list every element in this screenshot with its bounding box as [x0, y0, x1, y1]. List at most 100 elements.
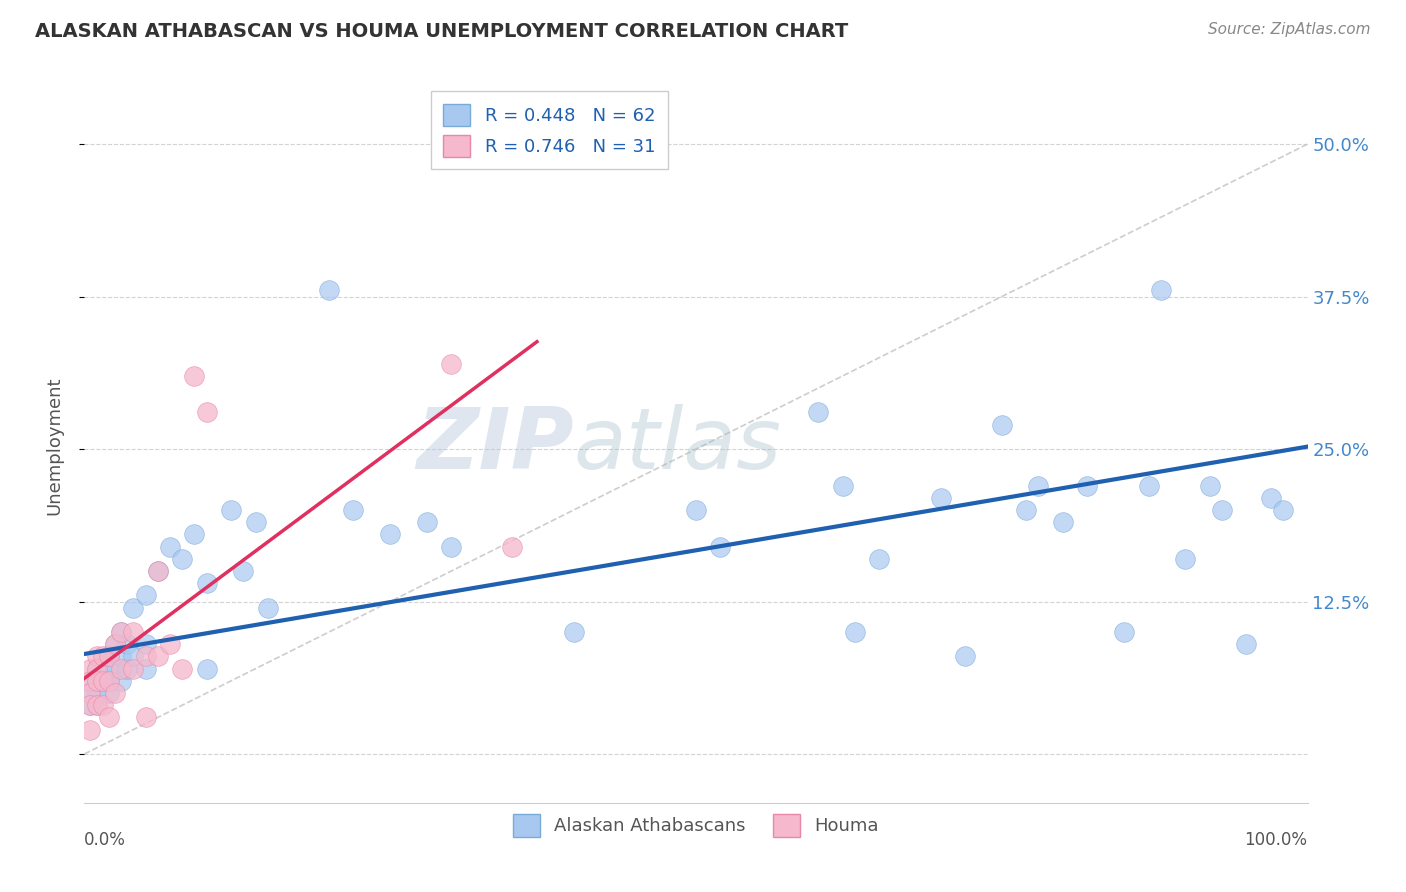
Point	[91, 649, 114, 664]
Text: Source: ZipAtlas.com: Source: ZipAtlas.com	[1208, 22, 1371, 37]
Point	[79, 686, 101, 700]
Legend: Alaskan Athabascans, Houma: Alaskan Athabascans, Houma	[506, 807, 886, 844]
Text: 100.0%: 100.0%	[1244, 831, 1308, 849]
Point	[1236, 637, 1258, 651]
Point	[232, 564, 254, 578]
Point	[172, 551, 194, 566]
Point	[685, 503, 707, 517]
Point	[135, 649, 157, 664]
Point	[538, 125, 561, 139]
Point	[146, 649, 169, 664]
Point	[97, 649, 120, 664]
Point	[86, 673, 108, 688]
Point	[183, 527, 205, 541]
Point	[342, 503, 364, 517]
Point	[1198, 478, 1220, 492]
Point	[110, 649, 132, 664]
Point	[86, 662, 108, 676]
Point	[183, 368, 205, 383]
Point	[122, 625, 145, 640]
Point	[135, 710, 157, 724]
Point	[245, 515, 267, 529]
Point	[1015, 503, 1038, 517]
Point	[122, 662, 145, 676]
Point	[79, 662, 101, 676]
Point	[1260, 491, 1282, 505]
Point	[97, 662, 120, 676]
Point	[991, 417, 1014, 432]
Point	[502, 540, 524, 554]
Point	[844, 625, 866, 640]
Point	[79, 698, 101, 713]
Point	[929, 491, 952, 505]
Point	[195, 576, 218, 591]
Point	[115, 662, 138, 676]
Text: atlas: atlas	[574, 404, 782, 488]
Point	[86, 673, 108, 688]
Point	[104, 686, 127, 700]
Point	[440, 540, 463, 554]
Point	[104, 637, 127, 651]
Point	[195, 662, 218, 676]
Point	[122, 600, 145, 615]
Point	[79, 686, 101, 700]
Text: ZIP: ZIP	[416, 404, 574, 488]
Point	[1150, 284, 1173, 298]
Point	[110, 625, 132, 640]
Text: 0.0%: 0.0%	[84, 831, 127, 849]
Point	[115, 637, 138, 651]
Point	[159, 540, 181, 554]
Point	[79, 673, 101, 688]
Point	[79, 698, 101, 713]
Point	[79, 723, 101, 737]
Point	[807, 405, 830, 419]
Point	[1028, 478, 1050, 492]
Point	[1052, 515, 1074, 529]
Point	[562, 625, 585, 640]
Point	[1114, 625, 1136, 640]
Point	[104, 662, 127, 676]
Point	[97, 673, 120, 688]
Point	[135, 589, 157, 603]
Point	[219, 503, 242, 517]
Point	[86, 649, 108, 664]
Point	[869, 551, 891, 566]
Point	[104, 637, 127, 651]
Point	[86, 686, 108, 700]
Point	[97, 686, 120, 700]
Point	[146, 564, 169, 578]
Point	[146, 564, 169, 578]
Point	[172, 662, 194, 676]
Point	[195, 405, 218, 419]
Point	[318, 284, 340, 298]
Point	[97, 673, 120, 688]
Point	[1174, 551, 1197, 566]
Point	[91, 673, 114, 688]
Point	[86, 698, 108, 713]
Point	[79, 673, 101, 688]
Point	[953, 649, 976, 664]
Point	[1076, 478, 1098, 492]
Point	[257, 600, 280, 615]
Point	[97, 710, 120, 724]
Point	[1211, 503, 1233, 517]
Point	[86, 662, 108, 676]
Point	[122, 649, 145, 664]
Point	[1272, 503, 1295, 517]
Point	[86, 698, 108, 713]
Point	[709, 540, 731, 554]
Point	[91, 698, 114, 713]
Point	[110, 625, 132, 640]
Point	[135, 662, 157, 676]
Point	[110, 673, 132, 688]
Point	[440, 357, 463, 371]
Point	[380, 527, 402, 541]
Point	[110, 662, 132, 676]
Point	[831, 478, 853, 492]
Point	[416, 515, 439, 529]
Text: ALASKAN ATHABASCAN VS HOUMA UNEMPLOYMENT CORRELATION CHART: ALASKAN ATHABASCAN VS HOUMA UNEMPLOYMENT…	[35, 22, 848, 41]
Point	[1137, 478, 1160, 492]
Point	[159, 637, 181, 651]
Point	[97, 649, 120, 664]
Point	[135, 637, 157, 651]
